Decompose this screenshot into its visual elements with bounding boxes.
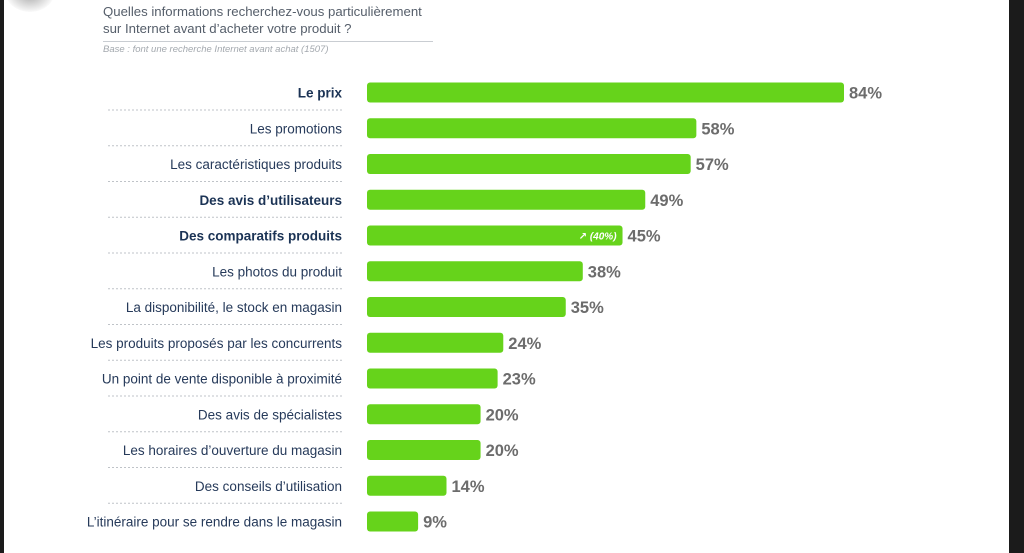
left-frame-edge — [0, 0, 4, 553]
category-label: Des conseils d’utilisation — [195, 479, 342, 494]
category-label: Les produits proposés par les concurrent… — [91, 336, 343, 351]
bar — [367, 225, 623, 246]
value-label: 14% — [452, 478, 485, 496]
bar — [367, 511, 419, 532]
bar — [367, 154, 691, 174]
value-label: 24% — [508, 335, 541, 353]
value-label: 35% — [571, 299, 604, 317]
bar — [367, 368, 498, 389]
trend-annotation: ↗ (40%) — [579, 232, 618, 243]
bar — [367, 475, 447, 496]
category-label: Des avis de spécialistes — [198, 407, 342, 422]
bar — [367, 332, 504, 353]
bar — [367, 404, 481, 425]
sample-base-note: Base : font une recherche Internet avant… — [103, 44, 329, 55]
category-label: Le prix — [298, 86, 343, 101]
bar — [367, 440, 481, 460]
question-divider — [103, 41, 433, 42]
category-label: Les caractéristiques produits — [170, 157, 342, 172]
value-label: 57% — [696, 156, 729, 174]
value-label: 38% — [588, 263, 621, 281]
question-line-1: Quelles informations recherchez-vous par… — [103, 4, 422, 19]
category-label: Des avis d’utilisateurs — [199, 193, 342, 208]
category-label: Un point de vente disponible à proximité — [102, 372, 342, 387]
value-label: 84% — [849, 85, 882, 103]
category-label: Des comparatifs produits — [179, 229, 342, 244]
bar — [367, 118, 697, 139]
survey-question: Quelles informations recherchez-vous par… — [103, 3, 443, 37]
category-label: Les photos du produit — [212, 264, 342, 279]
category-label: L’itinéraire pour se rendre dans le maga… — [87, 515, 342, 530]
bar — [367, 189, 646, 210]
bar — [367, 261, 583, 282]
value-label: 23% — [503, 371, 536, 389]
question-line-2: sur Internet avant d’acheter votre produ… — [103, 21, 352, 36]
value-label: 45% — [628, 228, 661, 246]
category-label: La disponibilité, le stock en magasin — [126, 300, 342, 315]
bar — [367, 82, 844, 103]
value-label: 49% — [650, 192, 683, 210]
value-label: 58% — [701, 120, 734, 138]
bar — [367, 297, 566, 317]
value-label: 9% — [423, 514, 447, 532]
category-label: Les horaires d’ouverture du magasin — [123, 443, 342, 458]
corner-shadow — [6, 0, 54, 12]
value-label: 20% — [486, 442, 519, 460]
category-label: Les promotions — [250, 121, 343, 136]
value-label: 20% — [486, 406, 519, 424]
right-frame-edge — [1009, 0, 1024, 553]
